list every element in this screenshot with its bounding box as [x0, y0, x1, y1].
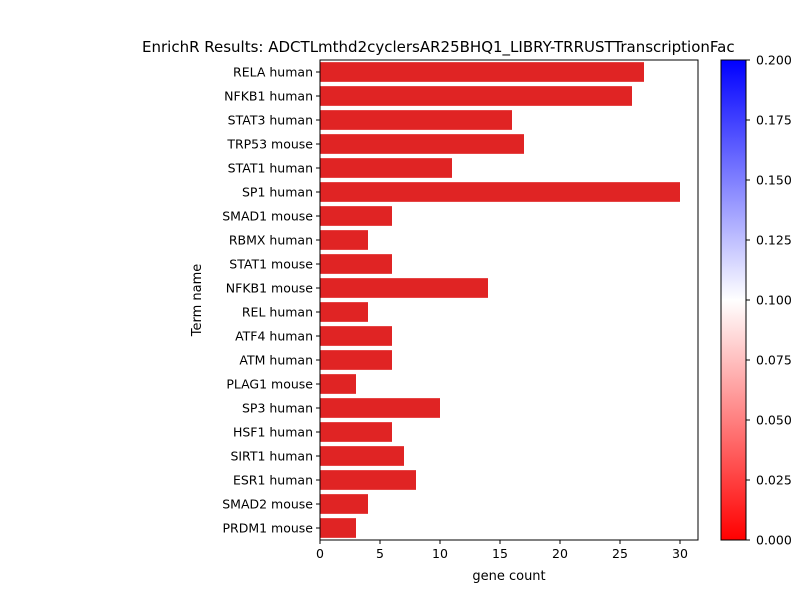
colorbar — [720, 59, 747, 541]
y-tick-label: NFKB1 mouse — [226, 281, 313, 296]
bar — [320, 494, 368, 514]
bar — [320, 206, 392, 226]
chart-title: EnrichR Results: ADCTLmthd2cyclersAR25BH… — [142, 38, 735, 57]
x-tick-label: 20 — [552, 546, 568, 561]
y-axis-ticks: RELA human NFKB1 human STAT3 human TRP53 mo… — [222, 65, 320, 536]
bar — [320, 518, 356, 538]
bar — [320, 254, 392, 274]
bar — [320, 470, 416, 490]
bar — [320, 350, 392, 370]
y-tick-label: STAT3 human — [228, 113, 313, 128]
y-tick-label: NFKB1 human — [224, 89, 313, 104]
y-tick-label: RBMX human — [229, 233, 313, 248]
colorbar-tick-label: 0.200 — [756, 53, 792, 68]
y-axis-label: Term name — [190, 264, 205, 338]
y-tick-label: SP3 human — [242, 401, 313, 416]
x-axis-ticks: 0 5 10 15 20 25 30 — [316, 540, 688, 561]
x-tick-label: 15 — [492, 546, 508, 561]
x-tick-label: 10 — [432, 546, 448, 561]
colorbar-tick-label: 0.050 — [756, 413, 792, 428]
bar — [320, 134, 524, 154]
x-tick-label: 0 — [316, 546, 324, 561]
bar — [320, 182, 680, 202]
colorbar-tick-label: 0.075 — [756, 353, 792, 368]
y-tick-label: SP1 human — [242, 185, 313, 200]
bar — [320, 398, 440, 418]
bar — [320, 446, 404, 466]
colorbar-tick-label: 0.100 — [756, 293, 792, 308]
y-tick-label: PLAG1 mouse — [226, 377, 313, 392]
bar — [320, 302, 368, 322]
y-tick-label: ATF4 human — [235, 329, 313, 344]
y-tick-label: REL human — [242, 305, 313, 320]
x-tick-label: 30 — [672, 546, 688, 561]
x-tick-label: 5 — [376, 546, 384, 561]
y-tick-label: STAT1 human — [228, 161, 313, 176]
bars-layer — [320, 62, 680, 538]
bar — [320, 110, 512, 130]
y-tick-label: SMAD2 mouse — [222, 497, 313, 512]
y-tick-label: SMAD1 mouse — [222, 209, 313, 224]
y-tick-label: PRDM1 mouse — [222, 521, 313, 536]
bar — [320, 278, 488, 298]
bar — [320, 374, 356, 394]
bar — [320, 230, 368, 250]
colorbar-tick-label: 0.000 — [756, 533, 792, 548]
colorbar-tick-label: 0.025 — [756, 473, 792, 488]
plot-frame — [319, 59, 699, 541]
x-axis-label: gene count — [472, 569, 545, 584]
y-tick-label: RELA human — [233, 65, 313, 80]
bar — [320, 326, 392, 346]
colorbar-tick-label: 0.125 — [756, 233, 792, 248]
y-tick-label: ATM human — [239, 353, 313, 368]
y-tick-label: STAT1 mouse — [229, 257, 313, 272]
colorbar-tick-label: 0.175 — [756, 113, 792, 128]
y-tick-label: HSF1 human — [233, 425, 313, 440]
x-tick-label: 25 — [612, 546, 628, 561]
colorbar-ticks: 0.000 0.025 0.050 0.075 0.100 0.125 0.150 0.175… — [746, 53, 792, 548]
bar — [320, 86, 632, 106]
y-tick-label: SIRT1 human — [230, 449, 313, 464]
bar — [320, 422, 392, 442]
y-tick-label: TRP53 mouse — [226, 137, 313, 152]
colorbar-tick-label: 0.150 — [756, 173, 792, 188]
y-tick-label: ESR1 human — [233, 473, 313, 488]
bar — [320, 158, 452, 178]
bar — [320, 62, 644, 82]
